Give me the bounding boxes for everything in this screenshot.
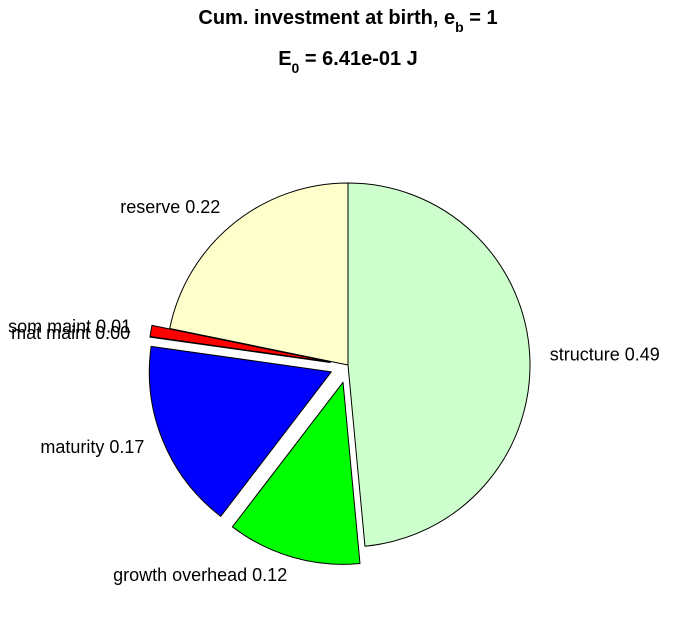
pie-slice-structure [347,182,531,547]
slice-label-reserve: reserve 0.22 [120,197,220,217]
slice-label-structure: structure 0.49 [550,344,660,364]
chart-subtitle: E0 = 6.41e-01 J [0,48,696,76]
pie-slice-mat-maint [149,336,331,363]
chart-title: Cum. investment at birth, eb = 1 [0,7,696,35]
chart-subtitle-suffix: = 6.41e-01 J [299,48,418,70]
slice-label-maturity: maturity 0.17 [40,437,144,457]
slice-label-growth-overhead: growth overhead 0.12 [113,565,287,585]
chart-subtitle-subscript: 0 [291,60,300,76]
pie-slice-reserve [169,182,349,366]
slice-label-som-maint: som maint 0.01 [8,316,131,336]
pie-slice-maturity [148,345,332,517]
slice-label-mat-maint: mat maint 0.00 [11,323,130,343]
chart-title-subscript: b [455,19,464,35]
chart-title-text: Cum. investment at birth, e [198,7,456,29]
pie-slice-growth-overhead [231,381,361,565]
pie-slice-som-maint [149,324,331,363]
chart-title-suffix: = 1 [463,7,498,29]
chart-subtitle-text: E [278,48,292,70]
